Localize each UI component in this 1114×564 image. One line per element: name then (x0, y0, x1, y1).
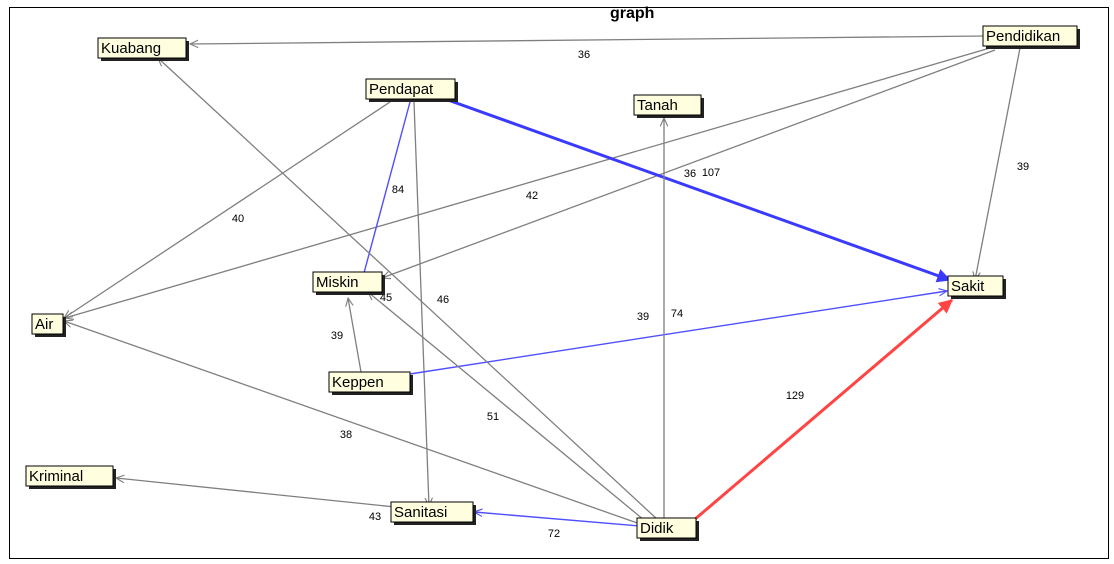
edge-weight-pendapat-to-sakit: 107 (702, 167, 720, 179)
node-air[interactable]: Air (31, 313, 66, 337)
edge-didik-to-kuabang (158, 58, 659, 521)
edge-weight-didik-to-tanah: 74 (671, 308, 683, 320)
edge-weight-didik-to-miskin: 51 (487, 411, 499, 423)
node-label: Didik (640, 520, 674, 537)
edge-weight-pendapat-to-sanitasi: 46 (437, 294, 449, 306)
edge-weight-pendidikan-to-kuabang: 36 (578, 49, 590, 61)
node-sanitasi[interactable]: Sanitasi (390, 501, 476, 525)
node-kuabang[interactable]: Kuabang (97, 37, 189, 61)
node-pendidikan[interactable]: Pendidikan (982, 25, 1080, 49)
node-box (312, 271, 383, 293)
node-box (97, 37, 187, 59)
node-sakit[interactable]: Sakit (947, 275, 1006, 299)
node-pendapat[interactable]: Pendapat (365, 78, 458, 102)
node-box (636, 517, 697, 539)
node-box (365, 78, 456, 100)
node-box (328, 371, 411, 393)
edge-weight-didik-to-sanitasi: 72 (548, 528, 560, 540)
edge-sanitasi-to-kriminal (116, 478, 396, 508)
edge-weight-didik-to-air: 38 (340, 429, 352, 441)
edge-weight-keppen-to-sakit: 39 (637, 311, 649, 323)
edge-pendidikan-to-kuabang (190, 35, 986, 44)
edge-didik-to-sanitasi (474, 512, 641, 527)
edge-didik-to-air (64, 321, 641, 525)
edge-keppen-to-sakit (409, 291, 947, 375)
edge-weight-keppen-to-miskin: 39 (331, 330, 343, 342)
edge-pendapat-to-air (64, 101, 391, 318)
edge-didik-to-miskin (368, 292, 645, 521)
node-label: Kriminal (29, 468, 83, 485)
graph-title: graph (610, 5, 655, 22)
node-tanah[interactable]: Tanah (633, 94, 704, 118)
node-box (947, 275, 1004, 297)
node-label: Tanah (637, 97, 678, 114)
node-keppen[interactable]: Keppen (328, 371, 413, 395)
node-label: Kuabang (101, 40, 161, 57)
node-label: Pendapat (369, 81, 434, 98)
edge-weight-pendapat-to-miskin: 84 (392, 184, 404, 196)
node-box (390, 501, 474, 523)
edge-pendidikan-to-sakit (975, 47, 1021, 280)
node-didik[interactable]: Didik (636, 517, 699, 541)
edge-didik-to-sakit (693, 298, 953, 522)
edge-pendidikan-to-air (65, 47, 991, 318)
node-label: Pendidikan (986, 28, 1060, 45)
node-kriminal[interactable]: Kriminal (25, 465, 116, 489)
edge-pendidikan-to-miskin (382, 49, 996, 278)
graph-frame: graph (9, 5, 1109, 559)
edge-weight-pendidikan-to-air: 36 (684, 168, 696, 180)
edge-pendapat-to-sakit (447, 98, 952, 283)
edge-keppen-to-miskin (348, 298, 362, 373)
node-label: Sakit (951, 278, 985, 295)
edge-weight-sanitasi-to-kriminal: 43 (369, 511, 381, 523)
edge-pendapat-to-sanitasi (413, 101, 429, 506)
edge-weight-didik-to-sakit: 129 (786, 390, 804, 402)
node-box (31, 313, 64, 335)
node-label: Keppen (332, 374, 384, 391)
edge-weight-pendidikan-to-miskin: 42 (526, 190, 538, 202)
node-label: Miskin (316, 274, 359, 291)
edge-weight-pendapat-to-air: 40 (232, 213, 244, 225)
node-box (25, 465, 114, 487)
node-box (982, 25, 1078, 47)
node-label: Sanitasi (394, 504, 447, 521)
node-label: Air (35, 316, 53, 333)
node-box (633, 94, 702, 116)
edge-weight-pendidikan-to-sakit: 39 (1017, 161, 1029, 173)
node-miskin[interactable]: Miskin (312, 271, 385, 295)
